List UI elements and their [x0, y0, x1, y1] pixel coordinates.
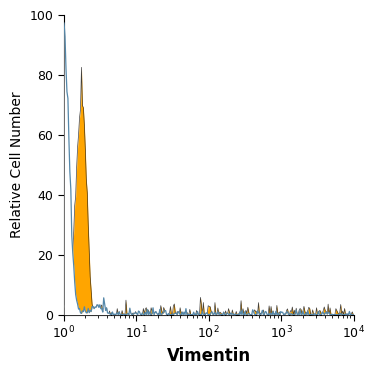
- X-axis label: Vimentin: Vimentin: [166, 347, 251, 365]
- Y-axis label: Relative Cell Number: Relative Cell Number: [10, 92, 24, 238]
